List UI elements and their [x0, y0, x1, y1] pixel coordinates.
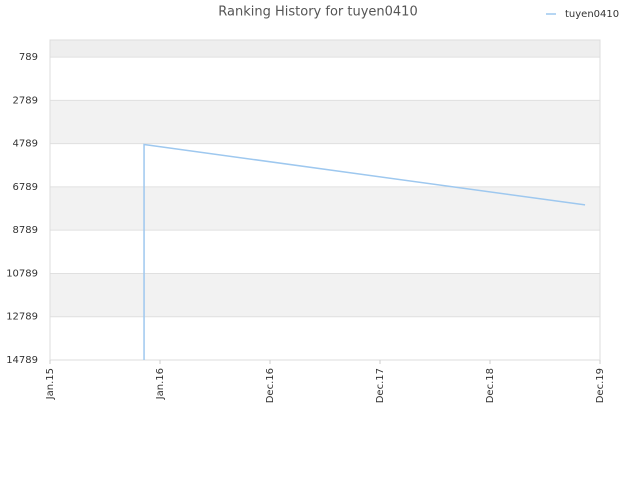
y-tick-label: 14789: [6, 355, 38, 366]
x-tick-label: Dec.18: [485, 368, 496, 403]
y-tick-label: 8789: [13, 225, 38, 236]
x-tick-label: Dec.16: [265, 368, 276, 403]
series-line: [143, 143, 586, 360]
grid-band: [50, 186, 600, 231]
y-tick-label: 2789: [13, 95, 38, 106]
x-tick-label: Dec.19: [595, 368, 606, 403]
x-tick-label: Jan.16: [155, 368, 166, 400]
x-tick-label: Dec.17: [375, 368, 386, 403]
grid-band: [50, 273, 600, 317]
chart-title: Ranking History for tuyen0410: [218, 5, 417, 20]
y-tick-label: 789: [19, 52, 38, 63]
y-tick-label: 4789: [13, 139, 38, 150]
y-tick-label: 6789: [13, 182, 38, 193]
y-tick-label: 12789: [6, 312, 38, 323]
grid-band: [50, 40, 600, 58]
y-tick-label: 10789: [6, 268, 38, 279]
plot-border: [49, 39, 601, 361]
x-tick-label: Jan.15: [45, 368, 56, 400]
legend-label: tuyen0410: [565, 9, 619, 20]
grid-band: [50, 100, 600, 144]
